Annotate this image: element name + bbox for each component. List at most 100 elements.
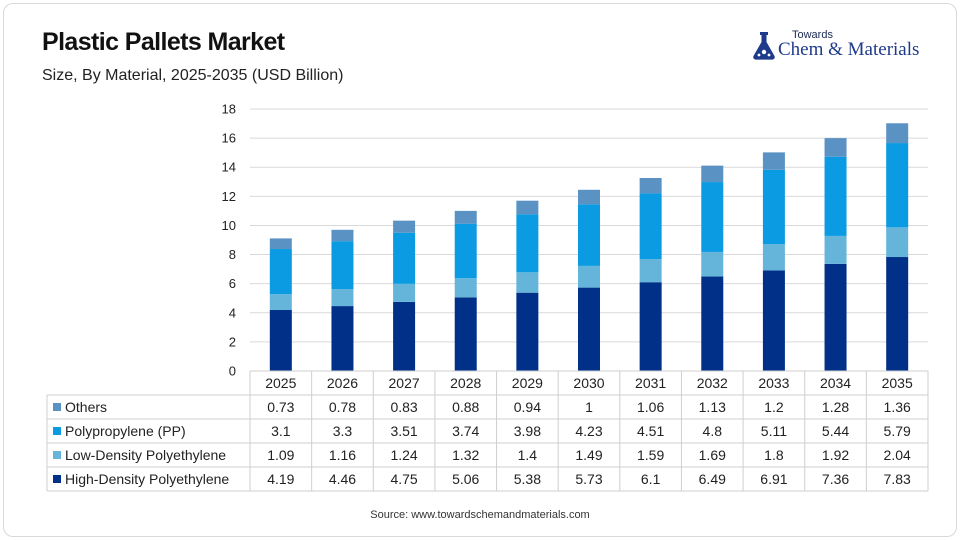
flask-icon: [753, 32, 775, 60]
bar-segment: [639, 193, 662, 260]
bar-segment: [824, 235, 847, 264]
x-tick-label: 2035: [882, 375, 913, 391]
chart-subtitle: Size, By Material, 2025-2035 (USD Billio…: [42, 67, 344, 84]
data-label: 1.24: [390, 447, 417, 463]
y-tick-label: 18: [222, 102, 236, 117]
data-label: 6.1: [641, 471, 661, 487]
x-tick-label: 2025: [265, 375, 296, 391]
data-label: 0.88: [452, 399, 479, 415]
data-label: 4.46: [329, 471, 356, 487]
bar-segment: [516, 292, 539, 371]
data-label: 3.74: [452, 423, 479, 439]
data-label: 1.36: [884, 399, 911, 415]
bar-segment: [639, 282, 662, 371]
data-label: 3.98: [514, 423, 541, 439]
legend-label: Polypropylene (PP): [65, 423, 186, 439]
data-label: 1.06: [637, 399, 664, 415]
bar-segment: [331, 306, 354, 371]
bar-segment: [886, 257, 909, 371]
y-tick-label: 4: [229, 305, 236, 320]
data-label: 6.91: [760, 471, 787, 487]
data-label: 1.09: [267, 447, 294, 463]
data-label: 4.75: [390, 471, 417, 487]
brand-logo: Towards Chem & Materials: [750, 28, 935, 62]
bar-segment: [824, 156, 847, 236]
bar-segment: [701, 165, 724, 183]
bar-segment: [762, 152, 785, 170]
bar-segment: [824, 263, 847, 371]
data-label: 1.2: [764, 399, 784, 415]
data-label: 3.3: [333, 423, 353, 439]
y-tick-label: 0: [229, 364, 236, 379]
y-tick-label: 2: [229, 334, 236, 349]
data-label: 1.49: [575, 447, 602, 463]
data-label: 1.32: [452, 447, 479, 463]
data-label: 1.69: [699, 447, 726, 463]
data-label: 3.1: [271, 423, 291, 439]
legend-label: High-Density Polyethylene: [65, 471, 229, 487]
bar-segment: [886, 227, 909, 258]
bar-segment: [516, 214, 539, 273]
bar-segment: [393, 301, 416, 371]
bar-segment: [578, 204, 600, 266]
legend-label: Low-Density Polyethylene: [65, 447, 226, 463]
bar-segment: [639, 259, 662, 283]
data-label: 1.4: [518, 447, 538, 463]
data-label: 4.23: [575, 423, 602, 439]
chart-title: Plastic Pallets Market: [42, 28, 285, 56]
x-tick-label: 2031: [635, 375, 666, 391]
x-tick-label: 2026: [327, 375, 358, 391]
logo-text-top: Towards: [792, 29, 833, 41]
bar-segment: [454, 223, 477, 279]
x-tick-label: 2029: [512, 375, 543, 391]
x-tick-label: 2030: [573, 375, 604, 391]
data-label: 1.59: [637, 447, 664, 463]
bar-segment: [393, 232, 416, 284]
bar-segment: [578, 265, 600, 288]
bar-segment: [393, 220, 416, 233]
data-label: 5.44: [822, 423, 849, 439]
bar-segment: [578, 189, 600, 205]
x-tick-label: 2028: [450, 375, 481, 391]
y-tick-label: 8: [229, 247, 236, 262]
data-label: 3.51: [390, 423, 417, 439]
bar-segment: [516, 272, 539, 293]
y-tick-label: 6: [229, 276, 236, 291]
bar-segment: [762, 169, 785, 245]
chart-frame: [3, 3, 957, 537]
data-label: 0.94: [514, 399, 541, 415]
bar-segment: [454, 210, 477, 224]
legend-label: Others: [65, 399, 107, 415]
x-tick-label: 2027: [389, 375, 420, 391]
data-label: 7.83: [884, 471, 911, 487]
data-label: 0.78: [329, 399, 356, 415]
bar-segment: [824, 138, 847, 157]
bar-segment: [639, 177, 662, 194]
bar-segment: [516, 200, 539, 215]
data-label: 0.73: [267, 399, 294, 415]
bar-segment: [269, 310, 292, 371]
y-tick-label: 12: [222, 189, 236, 204]
data-label: 6.49: [699, 471, 726, 487]
logo-text-bottom: Chem & Materials: [778, 39, 920, 60]
legend-swatch: [53, 475, 61, 483]
data-label: 1.92: [822, 447, 849, 463]
bar-segment: [762, 244, 785, 271]
data-label: 0.83: [390, 399, 417, 415]
data-label: 4.8: [703, 423, 723, 439]
bar-segment: [701, 276, 724, 371]
source-note: Source: www.towardschemandmaterials.com: [370, 509, 590, 521]
x-tick-label: 2032: [697, 375, 728, 391]
legend-swatch: [53, 403, 61, 411]
y-tick-label: 14: [222, 160, 236, 175]
bar-segment: [701, 251, 724, 277]
x-tick-label: 2034: [820, 375, 851, 391]
bar-segment: [886, 123, 909, 144]
bar-segment: [269, 294, 292, 311]
data-label: 1.13: [699, 399, 726, 415]
data-label: 2.04: [884, 447, 911, 463]
data-label: 5.11: [761, 423, 787, 439]
y-tick-label: 10: [222, 218, 236, 233]
legend-swatch: [53, 427, 61, 435]
y-tick-label: 16: [222, 131, 236, 146]
